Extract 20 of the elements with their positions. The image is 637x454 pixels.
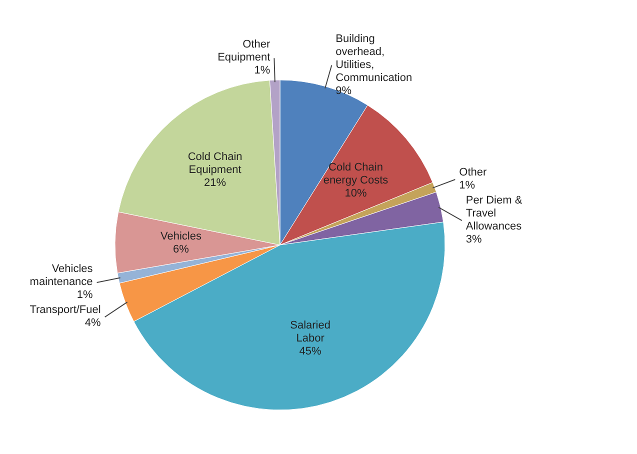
slice-label: Cold Chain energy Costs xyxy=(323,162,389,187)
slice-label: Salaried Labor xyxy=(290,320,330,345)
data-label: 9% xyxy=(336,84,352,97)
slice-label: Transport/Fuel xyxy=(30,304,101,316)
slice-label: Other xyxy=(459,166,488,179)
data-label: 6% xyxy=(173,243,190,256)
slice-label: Cold Chain Equipment xyxy=(188,150,242,176)
data-label: 10% xyxy=(344,188,367,200)
data-label: 4% xyxy=(84,317,102,330)
slice-label: Building overhead, Utilities, Communication xyxy=(336,32,412,84)
slice-label: Other Equipment xyxy=(218,38,271,64)
data-label: 1% xyxy=(254,64,270,77)
slice-label: Vehicles xyxy=(160,230,202,242)
data-label: 1% xyxy=(459,180,476,192)
data-label: 1% xyxy=(76,289,94,302)
slice-label: Per Diem & Travel Allowances xyxy=(466,194,523,233)
data-label: 3% xyxy=(466,234,482,246)
data-label: 45% xyxy=(299,346,322,358)
data-label: 21% xyxy=(204,176,226,189)
slice-label: Vehicles maintenance xyxy=(30,263,94,288)
